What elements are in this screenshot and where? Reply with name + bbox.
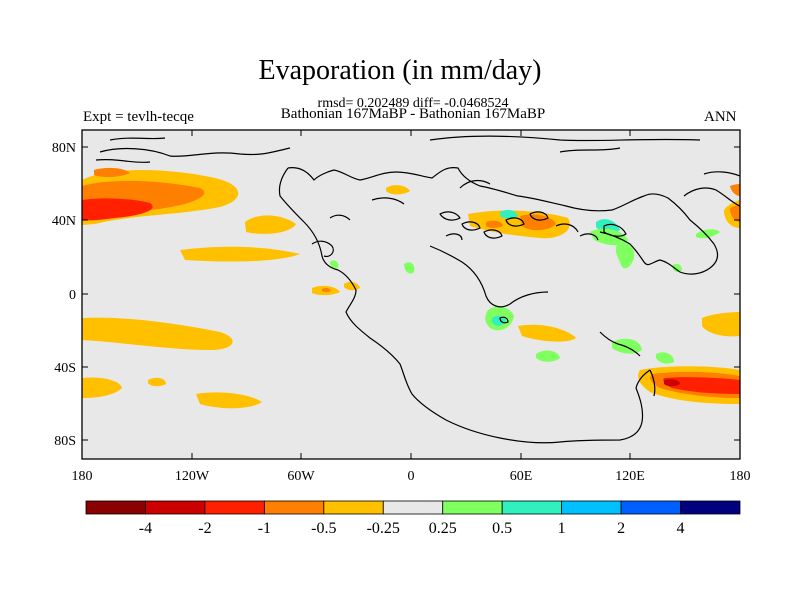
coastline: [371, 197, 405, 205]
coastline: [461, 221, 481, 231]
anomaly-patch: [322, 287, 331, 293]
anomaly-patch: [245, 215, 296, 234]
anomaly-patch: [330, 260, 339, 269]
colorbar-swatch: [620, 500, 681, 515]
colorbar-swatch: [501, 500, 563, 515]
coastline: [555, 223, 579, 233]
anomaly-patch: [386, 185, 410, 195]
lat-tick-label: 40N: [52, 214, 76, 229]
anomaly-patch: [486, 220, 503, 228]
lon-tick-label: 180: [730, 469, 751, 484]
coastline: [278, 167, 651, 444]
lon-tick-label: 120E: [615, 469, 645, 484]
lon-tick-label: 180: [72, 469, 93, 484]
colorbar-swatch: [323, 500, 384, 515]
anomaly-patch: [518, 324, 576, 342]
coastline: [311, 240, 334, 257]
anomaly-patch: [702, 312, 740, 337]
lat-tick-label: 80N: [52, 141, 76, 156]
stats-line: rmsd= 0.202489 diff= -0.0468524: [317, 96, 509, 111]
colorbar-label: 4: [677, 520, 685, 537]
lon-tick-label: 120W: [175, 469, 210, 484]
coastline: [95, 158, 151, 164]
coastline: [505, 217, 525, 227]
anomaly-patch: [82, 377, 122, 398]
colorbar-swatch: [204, 500, 265, 515]
anomaly-patch: [656, 352, 674, 364]
lat-tick-label: 40S: [54, 361, 76, 376]
colorbar-swatch: [263, 500, 325, 515]
anomaly-patch: [94, 167, 130, 178]
lat-tick-label: 0: [69, 288, 76, 303]
anomaly-patch: [180, 246, 300, 262]
colorbar-label: 2: [617, 520, 625, 537]
anomaly-patch: [196, 392, 262, 409]
anomaly-patch: [344, 281, 360, 291]
anomaly-patch: [500, 209, 518, 219]
colorbar-swatch: [680, 500, 741, 515]
experiment-label: Expt = tevlh-tecqe: [83, 109, 194, 125]
anomaly-patch: [672, 263, 682, 273]
coastline: [109, 137, 166, 141]
colorbar-label: -2: [198, 520, 211, 537]
coastline: [445, 233, 463, 241]
colorbar-label: -0.25: [367, 520, 400, 537]
coastline: [579, 233, 599, 241]
coastline: [683, 187, 740, 207]
coastline: [429, 135, 701, 142]
coastline: [429, 245, 549, 308]
anomaly-patch: [148, 377, 166, 387]
coastline: [599, 331, 641, 357]
anomaly-patch: [615, 242, 635, 269]
coastlines: [95, 135, 740, 444]
anomaly-patch: [730, 184, 740, 196]
coastline: [329, 214, 351, 221]
anomaly-patch: [664, 379, 680, 387]
coastline: [499, 316, 509, 324]
season-label: ANN: [704, 109, 737, 125]
map-axes: 80N 40N 0 40S 80S 180 120W 60W 0 60E 120E 180: [52, 130, 751, 484]
coastline: [459, 179, 491, 189]
colorbar-swatch: [442, 500, 503, 515]
colorbar-label: 0.5: [492, 520, 512, 537]
anomaly-patch: [404, 262, 415, 274]
lon-tick-label: 60E: [510, 469, 533, 484]
anomaly-patch: [590, 228, 628, 246]
coastline: [439, 211, 461, 221]
coastline: [287, 167, 719, 275]
colorbar-swatch: [561, 500, 622, 515]
anomaly-field: [82, 167, 740, 409]
anomaly-patch: [730, 205, 740, 222]
colorbar-label: 0.25: [429, 520, 457, 537]
colorbar-swatch: [85, 500, 146, 515]
anomaly-patch: [536, 350, 560, 362]
colorbar-label: -1: [258, 520, 271, 537]
lon-tick-label: 60W: [287, 469, 315, 484]
colorbar-swatch: [145, 500, 206, 515]
colorbar-label: 1: [558, 520, 566, 537]
anomaly-patch: [612, 338, 642, 354]
anomaly-patch: [492, 315, 506, 326]
periods-line: Bathonian 167MaBP - Bathonian 167MaBP: [280, 106, 546, 122]
colorbar-swatch: [382, 500, 444, 515]
colorbar-label: -4: [139, 520, 152, 537]
coastline: [649, 369, 656, 397]
anomaly-patch: [82, 317, 233, 350]
lat-tick-label: 80S: [54, 434, 76, 449]
colorbar: -4 -2 -1 -0.5 -0.25 0.25 0.5 1 2 4: [85, 500, 741, 537]
coastline: [703, 171, 740, 177]
coastline: [483, 229, 503, 239]
anomaly-patch: [696, 229, 720, 239]
coastline: [603, 223, 627, 237]
lon-tick-label: 0: [408, 469, 415, 484]
anomaly-patch: [86, 208, 112, 216]
coastline: [559, 147, 621, 153]
colorbar-label: -0.5: [311, 520, 336, 537]
plot-title: Evaporation (in mm/day): [258, 55, 542, 86]
coastline: [99, 147, 291, 157]
anomaly-patch: [663, 377, 740, 394]
coastline: [529, 211, 549, 221]
